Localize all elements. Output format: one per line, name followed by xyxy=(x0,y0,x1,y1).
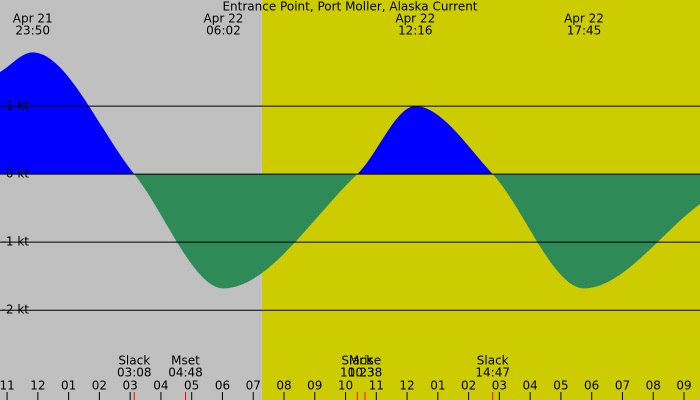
event-label: Mrise xyxy=(349,354,381,368)
x-tick-label: 08 xyxy=(646,379,661,393)
event-label: Slack xyxy=(477,354,509,368)
event-time: 06:02 xyxy=(206,24,241,38)
event-date: Apr 21 xyxy=(13,12,53,26)
event-date: Apr 22 xyxy=(204,12,244,26)
x-tick-label: 08 xyxy=(276,379,291,393)
x-tick-label: 02 xyxy=(461,379,476,393)
event-label: Mset xyxy=(171,354,200,368)
x-tick-label: 11 xyxy=(0,379,15,393)
event-time: 10:23 xyxy=(340,366,375,380)
x-tick-label: 09 xyxy=(307,379,322,393)
event-time: 14:47 xyxy=(475,366,510,380)
event-time: 12:16 xyxy=(398,24,433,38)
event-time: 17:45 xyxy=(567,24,602,38)
x-tick-label: 07 xyxy=(615,379,630,393)
y-tick-label: -2 kt xyxy=(2,303,30,317)
x-tick-label: 06 xyxy=(215,379,230,393)
event-time: 03:08 xyxy=(117,366,152,380)
x-tick-label: 05 xyxy=(184,379,199,393)
x-tick-label: 05 xyxy=(553,379,568,393)
y-tick-label: -1 kt xyxy=(2,235,30,249)
x-tick-label: 09 xyxy=(676,379,691,393)
chart-title: Entrance Point, Port Moller, Alaska Curr… xyxy=(222,0,477,14)
event-date: Apr 22 xyxy=(564,12,604,26)
x-tick-label: 02 xyxy=(92,379,107,393)
x-tick-label: 01 xyxy=(61,379,76,393)
x-tick-label: 11 xyxy=(369,379,384,393)
x-tick-label: 01 xyxy=(430,379,445,393)
x-tick-label: 06 xyxy=(584,379,599,393)
event-label: Slack xyxy=(341,354,373,368)
x-tick-label: 03 xyxy=(123,379,138,393)
x-tick-label: 04 xyxy=(153,379,168,393)
event-time: 23:50 xyxy=(15,24,50,38)
event-time: 10:38 xyxy=(348,366,383,380)
y-tick-label: 0 kt xyxy=(6,167,29,181)
x-tick-label: 04 xyxy=(523,379,538,393)
event-label: Slack xyxy=(118,354,150,368)
event-date: Apr 22 xyxy=(395,12,435,26)
x-tick-label: 10 xyxy=(338,379,353,393)
x-tick-label: 03 xyxy=(492,379,507,393)
x-tick-label: 12 xyxy=(399,379,414,393)
current-area xyxy=(0,52,700,289)
x-tick-label: 07 xyxy=(246,379,261,393)
x-tick-label: 12 xyxy=(30,379,45,393)
y-tick-label: 1 kt xyxy=(6,99,29,113)
event-time: 04:48 xyxy=(168,366,203,380)
